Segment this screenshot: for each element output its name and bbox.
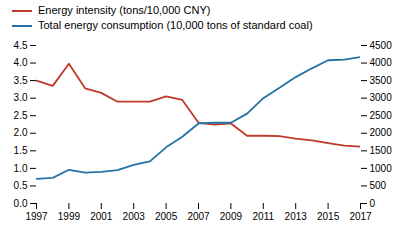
svg-text:4500: 4500 xyxy=(370,40,393,51)
svg-text:2015: 2015 xyxy=(317,211,340,222)
svg-text:0.5: 0.5 xyxy=(14,180,28,191)
svg-text:3000: 3000 xyxy=(370,92,393,103)
svg-text:3.5: 3.5 xyxy=(14,75,28,86)
svg-text:2007: 2007 xyxy=(187,211,210,222)
svg-text:1000: 1000 xyxy=(370,163,393,174)
svg-text:500: 500 xyxy=(370,180,387,191)
html-text:Energy intensity (tons/10,000: Energy intensity (tons/10,000 CNY) xyxy=(38,4,211,16)
svg-text:2011: 2011 xyxy=(253,211,275,222)
svg-text:4.0: 4.0 xyxy=(14,57,28,68)
svg-text:2003: 2003 xyxy=(123,211,146,222)
svg-text:3500: 3500 xyxy=(370,75,393,86)
svg-text:0: 0 xyxy=(370,198,376,209)
svg-text:2005: 2005 xyxy=(155,211,178,222)
svg-text:0.0: 0.0 xyxy=(14,198,28,209)
svg-text:2001: 2001 xyxy=(90,211,113,222)
svg-text:1.0: 1.0 xyxy=(14,163,28,174)
svg-text:2000: 2000 xyxy=(370,127,393,138)
svg-text:2.5: 2.5 xyxy=(14,110,28,121)
svg-text:1500: 1500 xyxy=(370,145,393,156)
svg-text:2017: 2017 xyxy=(349,211,372,222)
svg-text:2013: 2013 xyxy=(285,211,308,222)
svg-text:1.5: 1.5 xyxy=(14,145,28,156)
svg-text:2.0: 2.0 xyxy=(14,127,28,138)
svg-text:4.5: 4.5 xyxy=(14,40,28,51)
svg-text:3.0: 3.0 xyxy=(14,92,28,103)
svg-text:2500: 2500 xyxy=(370,110,393,121)
svg-text:2009: 2009 xyxy=(220,211,243,222)
svg-text:1997: 1997 xyxy=(25,211,48,222)
html-text:Total energy consumption (10,0: Total energy consumption (10,000 tons of… xyxy=(38,19,313,31)
svg-text:1999: 1999 xyxy=(58,211,81,222)
svg-text:4000: 4000 xyxy=(370,57,393,68)
